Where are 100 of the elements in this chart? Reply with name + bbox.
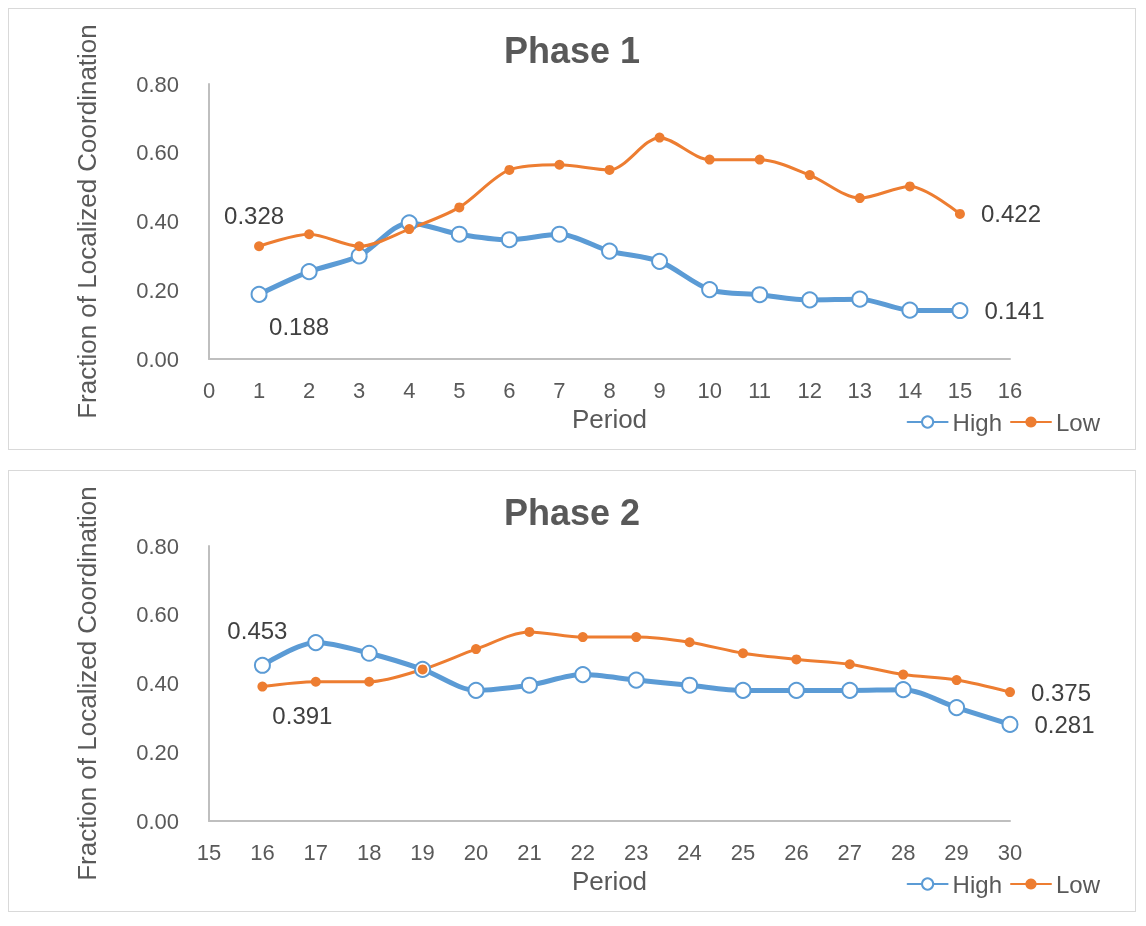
point [304, 229, 315, 240]
point [851, 290, 869, 308]
x-tick-label: 16 [250, 839, 275, 865]
x-tick-label: 25 [730, 839, 756, 865]
point [948, 699, 966, 717]
data-label: 0.375 [1031, 678, 1092, 706]
point [360, 644, 378, 662]
x-tick-label: 4 [403, 377, 416, 403]
y-tick-label: 0.80 [136, 71, 179, 97]
x-tick-label: 15 [196, 839, 222, 865]
x-tick-label: 0 [202, 377, 216, 403]
data-label: 0.188 [269, 313, 330, 341]
point [954, 208, 965, 219]
point [450, 225, 468, 243]
x-tick-label: 21 [517, 839, 542, 865]
y-tick-label: 0.60 [136, 602, 179, 628]
x-axis-title: Period [571, 403, 648, 434]
y-axis-title: Fraction of Localized Coordination [72, 486, 102, 881]
x-tick-label: 18 [356, 839, 382, 865]
point [751, 286, 769, 304]
point [701, 281, 719, 299]
point [684, 637, 695, 648]
point [601, 242, 618, 260]
point [951, 675, 962, 686]
x-tick-label: 28 [890, 839, 916, 865]
point [787, 681, 805, 699]
x-tick-label: 17 [303, 839, 329, 865]
x-tick-label: 20 [463, 839, 489, 865]
point [654, 132, 665, 143]
legend-label: High [952, 408, 1002, 436]
x-tick-label: 16 [997, 377, 1023, 403]
y-tick-label: 0.00 [136, 346, 179, 372]
point [738, 648, 748, 659]
point [734, 681, 752, 699]
x-tick-label: 19 [410, 839, 435, 865]
x-tick-label: 3 [353, 377, 366, 403]
point [804, 170, 815, 181]
y-axis-title: Fraction of Localized Coordination [72, 24, 102, 419]
x-tick-label: 29 [944, 839, 969, 865]
x-tick-label: 12 [797, 377, 822, 403]
y-tick-label: 0.40 [136, 671, 179, 696]
legend-label: Low [1055, 870, 1101, 898]
point [901, 301, 919, 319]
data-label: 0.391 [272, 702, 333, 730]
point [844, 659, 855, 670]
point [250, 285, 268, 303]
point [364, 676, 375, 687]
point [604, 164, 615, 175]
point [1001, 715, 1019, 733]
x-tick-label: 14 [897, 377, 923, 403]
point [257, 681, 268, 692]
point [574, 666, 592, 684]
point [704, 154, 715, 165]
legend-label: High [952, 870, 1002, 898]
y-tick-label: 0.20 [136, 739, 179, 765]
point [520, 676, 538, 694]
x-tick-label: 1 [252, 377, 266, 403]
data-label: 0.453 [227, 617, 288, 645]
point [627, 671, 645, 689]
x-axis-title: Period [571, 865, 648, 896]
point [253, 656, 271, 674]
x-tick-label: 10 [697, 377, 722, 403]
y-tick-label: 0.60 [136, 140, 179, 166]
x-tick-label: 22 [570, 839, 596, 865]
y-tick-label: 0.40 [136, 209, 179, 234]
x-tick-label: 7 [553, 377, 566, 403]
point [310, 676, 321, 687]
point [841, 681, 859, 699]
x-tick-label: 13 [847, 377, 873, 403]
point [500, 231, 518, 249]
point [894, 681, 912, 699]
x-tick-label: 2 [303, 377, 316, 403]
y-tick-label: 0.80 [136, 533, 179, 559]
x-tick-label: 8 [603, 377, 616, 403]
point [801, 291, 819, 309]
x-tick-label: 26 [784, 839, 809, 865]
point [454, 202, 465, 213]
point [681, 676, 699, 694]
chart-title: Phase 2 [503, 491, 641, 533]
chart-title: Phase 1 [503, 29, 641, 71]
data-label: 0.422 [980, 200, 1041, 228]
x-tick-label: 24 [677, 839, 702, 865]
point [471, 644, 481, 655]
legend-label: Low [1055, 408, 1101, 436]
point [307, 634, 325, 652]
x-tick-label: 5 [453, 377, 466, 403]
point [651, 252, 669, 270]
x-tick-label: 15 [947, 377, 973, 403]
point [898, 669, 909, 680]
point [1005, 687, 1015, 698]
point [754, 154, 765, 165]
x-tick-label: 6 [503, 377, 516, 403]
point [631, 632, 642, 643]
x-tick-label: 27 [837, 839, 863, 865]
point [404, 224, 415, 235]
x-tick-label: 30 [997, 839, 1023, 865]
point [951, 302, 969, 320]
y-tick-label: 0.20 [136, 277, 179, 303]
point [300, 263, 318, 281]
x-tick-label: 11 [748, 377, 772, 403]
